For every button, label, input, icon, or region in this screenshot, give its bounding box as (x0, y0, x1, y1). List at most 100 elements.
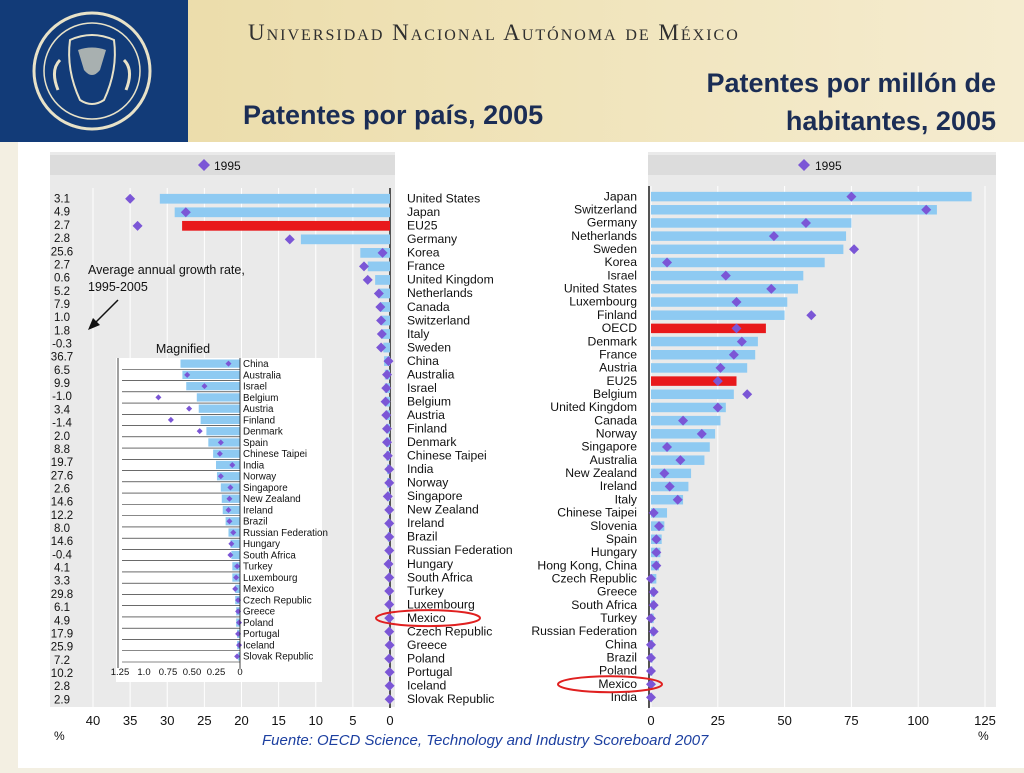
right-legend-marker (798, 159, 810, 171)
inset-marker-chinese-taipei (216, 450, 223, 457)
right-category-label: Brazil (607, 651, 637, 665)
left-category-label: Portugal (407, 665, 452, 679)
right-bar-norway (651, 429, 716, 439)
growth-rate-value: 36.7 (51, 352, 73, 364)
left-legend-label: 1995 (214, 159, 241, 173)
right-category-label: Sweden (593, 242, 637, 256)
inset-marker-spain (217, 439, 224, 446)
right-bar-austria (651, 363, 748, 373)
left-marker-korea (377, 247, 388, 258)
inset-marker-new-zealand (226, 495, 233, 502)
left-legend-box (50, 155, 395, 175)
left-bar-united-kingdom (375, 275, 390, 285)
growth-rate-value: 2.7 (54, 220, 70, 232)
inset-marker-norway (217, 473, 224, 480)
left-marker-norway (384, 477, 395, 488)
inset-marker-israel (201, 383, 208, 390)
left-marker-denmark (382, 437, 393, 448)
right-marker-belgium (742, 389, 753, 400)
left-gutter (0, 142, 18, 768)
inset-marker-ireland (225, 507, 232, 513)
slide-title-right: Patentes por millón de habitantes, 2005 (706, 64, 996, 140)
growth-rate-value: 8.8 (54, 444, 70, 456)
left-category-label: Norway (407, 476, 449, 490)
inset-bar-finland (200, 415, 240, 425)
growth-rate-value: 25.6 (51, 246, 73, 258)
growth-rate-value: 2.7 (54, 259, 70, 271)
right-category-label: Germany (587, 216, 638, 230)
left-xaxis-unit: % (54, 729, 65, 743)
growth-rate-value: 7.2 (54, 655, 70, 667)
right-marker-south-africa (648, 600, 659, 611)
left-category-label: Russian Federation (407, 543, 513, 557)
inset-category-label: Belgium (243, 393, 278, 404)
left-category-label: Netherlands (407, 286, 473, 300)
right-marker-greece (648, 586, 659, 597)
right-category-label: Belgium (593, 387, 637, 401)
inset-xtick-label: 1.25 (111, 667, 130, 678)
inset-category-label: Spain (243, 438, 268, 449)
right-category-label: Russian Federation (531, 624, 637, 638)
inset-marker-portugal (235, 630, 242, 637)
growth-rate-value: 3.3 (54, 576, 70, 588)
inset-marker-singapore (227, 484, 234, 491)
inset-xtick-label: 1.0 (137, 667, 150, 678)
right-marker-switzerland (921, 204, 932, 215)
inset-bar-denmark (206, 427, 240, 436)
left-category-label: Switzerland (407, 313, 470, 327)
right-category-label: Switzerland (574, 202, 637, 216)
left-category-label: Singapore (407, 489, 463, 503)
right-bar-new-zealand (651, 468, 692, 479)
inset-marker-finland (167, 416, 174, 423)
inset-bar-south-africa (231, 550, 240, 560)
right-category-label: Hungary (591, 545, 638, 559)
right-category-label: India (611, 690, 638, 704)
inset-category-label: Russian Federation (243, 528, 328, 539)
chart-area: 1995 40 35 30 25 20 15 10 5 0% 3.1 4.9 2.7 2.8 25.6 2.7… (0, 142, 1024, 768)
inset-marker-slovak-republic (234, 653, 241, 660)
right-category-label: Singapore (581, 440, 637, 454)
growth-rate-value: -0.4 (52, 549, 72, 561)
right-category-label: New Zealand (565, 466, 637, 480)
right-category-label: EU25 (607, 374, 638, 388)
right-marker-ireland (664, 481, 675, 492)
inset-bar-india (216, 460, 240, 470)
left-category-label: France (407, 259, 445, 273)
growth-rate-value: 25.9 (51, 642, 73, 654)
left-marker-china (383, 356, 394, 367)
right-marker-hungary (651, 547, 662, 558)
right-category-label: Greece (597, 585, 637, 599)
university-name: Universidad Nacional Autónoma de México (248, 20, 740, 45)
inset-category-label: Ireland (243, 505, 273, 516)
left-marker-canada (375, 301, 386, 312)
right-xaxis-unit: % (978, 729, 989, 743)
left-marker-new-zealand (384, 504, 395, 515)
left-marker-austria (381, 410, 392, 421)
left-category-label: Poland (407, 651, 445, 665)
right-marker-japan (846, 191, 857, 202)
inset-marker-brazil (226, 518, 233, 525)
right-bar-luxembourg (651, 297, 788, 307)
inset-bar-brazil (225, 517, 240, 526)
left-category-label: China (407, 354, 439, 368)
left-legend-marker (198, 159, 210, 171)
right-category-label: United Kingdom (550, 400, 637, 414)
right-xtick-label: 0 (647, 713, 654, 728)
left-category-label: Czech Republic (407, 624, 492, 638)
inset-bar-spain (208, 438, 240, 447)
right-bar-united-kingdom (651, 402, 726, 413)
growth-rate-value: 2.8 (54, 233, 70, 245)
inset-xtick-label: 0.50 (183, 667, 202, 678)
left-marker-turkey (384, 586, 395, 597)
right-category-label: Norway (596, 427, 638, 441)
right-bar-oecd (651, 323, 766, 334)
unam-logo (0, 0, 188, 142)
right-marker-chinese-taipei (648, 507, 659, 518)
right-marker-eu25 (712, 376, 723, 387)
right-category-label: Japan (604, 189, 637, 203)
left-category-label: Italy (407, 327, 430, 341)
right-category-label: Austria (599, 361, 637, 375)
right-bar-france (651, 349, 756, 360)
inset-bar-china (180, 359, 240, 368)
right-marker-turkey (646, 613, 656, 624)
